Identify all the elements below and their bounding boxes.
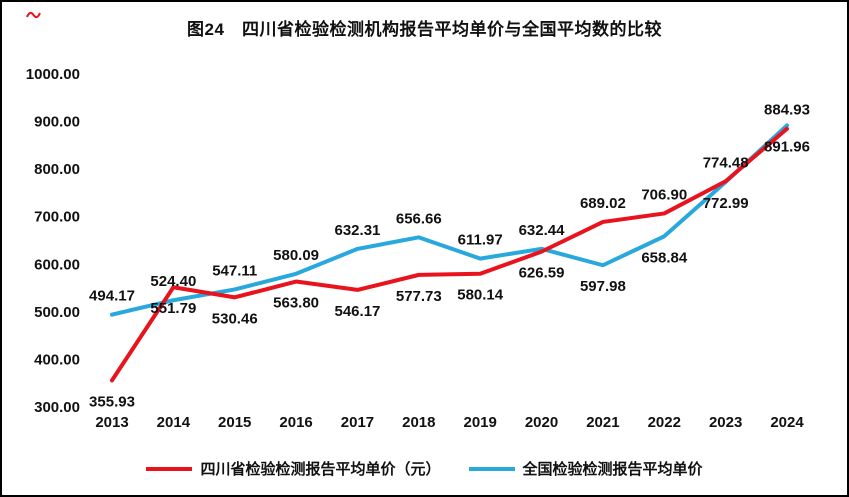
x-tick-label: 2015 bbox=[218, 414, 251, 431]
x-tick-label: 2018 bbox=[402, 414, 435, 431]
series-line-1 bbox=[110, 123, 789, 317]
x-tick-label: 2019 bbox=[463, 414, 496, 431]
y-tick-label: 300.00 bbox=[34, 399, 80, 416]
value-label: 551.79 bbox=[150, 300, 196, 317]
x-tick-label: 2013 bbox=[95, 414, 128, 431]
x-tick-label: 2021 bbox=[586, 414, 619, 431]
value-label: 580.09 bbox=[273, 247, 319, 264]
value-label: 632.44 bbox=[519, 222, 566, 239]
legend-swatch-national bbox=[468, 466, 515, 471]
value-label: 772.99 bbox=[703, 195, 749, 212]
chart-legend: 四川省检验检测报告平均单价（元） 全国检验检测报告平均单价 bbox=[2, 458, 847, 479]
value-label: 626.59 bbox=[519, 265, 565, 282]
value-label: 577.73 bbox=[396, 288, 442, 305]
x-tick-label: 2023 bbox=[709, 414, 742, 431]
legend-item-sichuan: 四川省检验检测报告平均单价（元） bbox=[146, 458, 441, 479]
value-label: 547.11 bbox=[212, 262, 257, 279]
value-label: 546.17 bbox=[335, 303, 381, 320]
series-line-0 bbox=[110, 126, 789, 383]
value-label: 656.66 bbox=[396, 210, 442, 227]
x-tick-label: 2022 bbox=[648, 414, 681, 431]
value-label: 884.93 bbox=[764, 102, 810, 119]
value-label: 530.46 bbox=[212, 310, 258, 327]
y-tick-label: 900.00 bbox=[34, 114, 80, 131]
legend-label-national: 全国检验检测报告平均单价 bbox=[522, 461, 703, 478]
x-tick-label: 2017 bbox=[341, 414, 374, 431]
value-label: 891.96 bbox=[764, 138, 810, 155]
chart-title: 图24 四川省检验检测机构报告平均单价与全国平均数的比较 bbox=[187, 20, 662, 39]
legend-swatch-sichuan bbox=[146, 466, 193, 471]
x-tick-label: 2016 bbox=[279, 414, 312, 431]
y-tick-label: 800.00 bbox=[34, 161, 80, 178]
y-tick-label: 1000.00 bbox=[26, 66, 80, 83]
legend-label-sichuan: 四川省检验检测报告平均单价（元） bbox=[200, 461, 441, 478]
value-label: 611.97 bbox=[458, 232, 503, 249]
value-label: 524.40 bbox=[150, 273, 196, 290]
corner-artifact-icon bbox=[26, 9, 42, 20]
y-tick-label: 600.00 bbox=[34, 256, 80, 273]
y-tick-label: 700.00 bbox=[34, 209, 80, 226]
value-label: 689.02 bbox=[580, 195, 626, 212]
value-label: 632.31 bbox=[335, 222, 381, 239]
value-label: 597.98 bbox=[580, 278, 626, 295]
value-label: 494.17 bbox=[89, 288, 135, 305]
value-label: 563.80 bbox=[273, 295, 319, 312]
value-label: 658.84 bbox=[641, 249, 688, 266]
y-tick-label: 400.00 bbox=[34, 351, 80, 368]
y-tick-label: 500.00 bbox=[34, 304, 80, 321]
value-label: 355.93 bbox=[89, 393, 135, 410]
value-label: 580.14 bbox=[457, 287, 504, 304]
value-label: 774.48 bbox=[703, 154, 749, 171]
legend-item-national: 全国检验检测报告平均单价 bbox=[468, 458, 703, 479]
x-tick-label: 2020 bbox=[525, 414, 558, 431]
x-tick-label: 2014 bbox=[157, 414, 191, 431]
x-tick-label: 2024 bbox=[770, 414, 804, 431]
value-label: 706.90 bbox=[641, 186, 687, 203]
